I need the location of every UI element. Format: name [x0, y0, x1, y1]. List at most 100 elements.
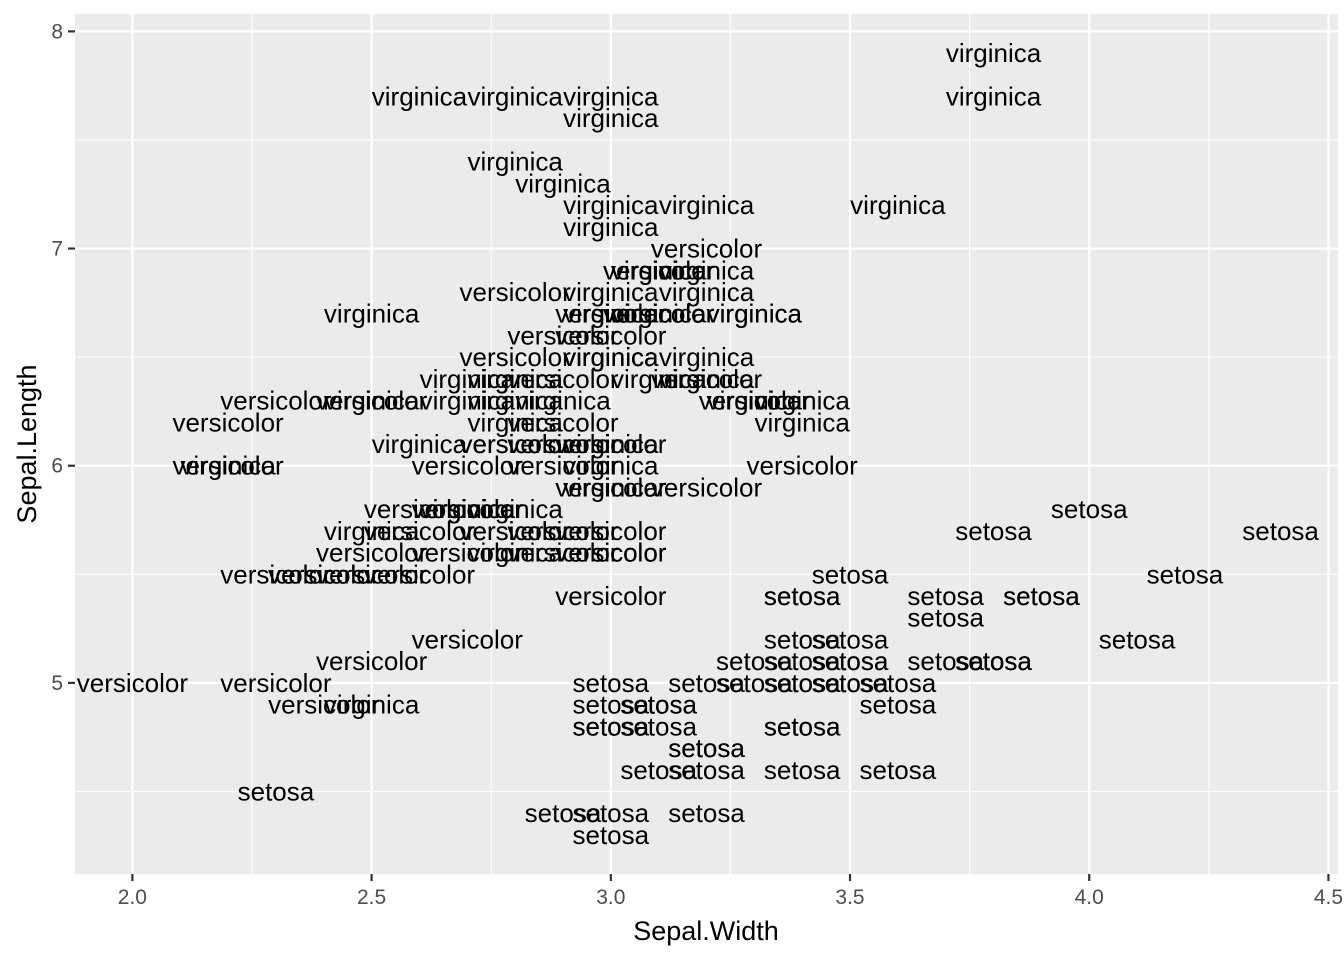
point-label-virginica: virginica: [324, 516, 420, 546]
point-label-virginica: virginica: [946, 38, 1042, 68]
axes: 2.0 2.5 3.0 3.5 4.0 4.5 5 6 7 8: [51, 20, 1343, 909]
point-label-virginica: virginica: [707, 386, 803, 416]
point-label-setosa: setosa: [955, 516, 1032, 546]
point-label-versicolor: versicolor: [507, 516, 619, 546]
point-label-virginica: virginica: [515, 168, 611, 198]
point-label-setosa: setosa: [907, 646, 984, 676]
point-label-versicolor: versicolor: [412, 494, 524, 524]
point-label-virginica: virginica: [420, 494, 516, 524]
point-label-virginica: virginica: [372, 429, 468, 459]
point-label-virginica: virginica: [324, 299, 420, 329]
point-label-setosa: setosa: [764, 668, 841, 698]
point-label-versicolor: versicolor: [507, 538, 619, 568]
point-label-virginica: virginica: [707, 299, 803, 329]
point-label-versicolor: versicolor: [747, 451, 859, 481]
point-label-versicolor: versicolor: [460, 516, 572, 546]
point-label-setosa: setosa: [668, 798, 745, 828]
point-label-virginica: virginica: [659, 342, 755, 372]
point-label-versicolor: versicolor: [268, 559, 380, 589]
point-label-virginica: virginica: [659, 277, 755, 307]
point-label-versicolor: versicolor: [555, 516, 667, 546]
point-label-versicolor: versicolor: [651, 364, 763, 394]
point-label-setosa: setosa: [1003, 581, 1080, 611]
point-label-versicolor: versicolor: [699, 386, 811, 416]
point-label-virginica: virginica: [563, 299, 659, 329]
point-label-virginica: virginica: [324, 386, 420, 416]
point-label-versicolor: versicolor: [603, 255, 715, 285]
point-label-virginica: virginica: [467, 386, 563, 416]
x-axis-title: Sepal.Width: [633, 916, 779, 946]
point-label-versicolor: versicolor: [412, 494, 524, 524]
point-label-setosa: setosa: [668, 733, 745, 763]
point-label-virginica: virginica: [754, 407, 850, 437]
point-label-versicolor: versicolor: [316, 559, 428, 589]
point-label-versicolor: versicolor: [268, 559, 380, 589]
point-label-versicolor: versicolor: [555, 472, 667, 502]
point-label-setosa: setosa: [620, 711, 697, 741]
point-label-setosa: setosa: [764, 711, 841, 741]
point-label-virginica: virginica: [180, 451, 276, 481]
point-label-versicolor: versicolor: [316, 538, 428, 568]
point-label-virginica: virginica: [563, 472, 659, 502]
y-tick-label: 5: [51, 672, 63, 695]
x-tick-label: 3.5: [835, 886, 864, 909]
point-label-virginica: virginica: [467, 147, 563, 177]
point-label-versicolor: versicolor: [460, 277, 572, 307]
point-label-setosa: setosa: [1147, 559, 1224, 589]
point-label-virginica: virginica: [467, 407, 563, 437]
text-labels-layer: setosasetosasetosasetosasetosasetosaseto…: [77, 38, 1320, 850]
point-label-virginica: virginica: [372, 82, 468, 112]
point-label-versicolor: versicolor: [460, 429, 572, 459]
point-label-setosa: setosa: [238, 776, 315, 806]
point-label-setosa: setosa: [860, 690, 937, 720]
point-label-virginica: virginica: [754, 386, 850, 416]
point-label-setosa: setosa: [812, 646, 889, 676]
point-label-virginica: virginica: [563, 212, 659, 242]
point-label-versicolor: versicolor: [507, 364, 619, 394]
point-label-versicolor: versicolor: [220, 668, 332, 698]
point-label-setosa: setosa: [812, 668, 889, 698]
plot-panel: [75, 14, 1338, 874]
point-label-versicolor: versicolor: [507, 407, 619, 437]
point-label-virginica: virginica: [611, 299, 707, 329]
point-label-versicolor: versicolor: [412, 538, 524, 568]
point-label-virginica: virginica: [563, 429, 659, 459]
point-label-versicolor: versicolor: [603, 299, 715, 329]
point-label-setosa: setosa: [620, 690, 697, 720]
point-label-versicolor: versicolor: [460, 342, 572, 372]
x-tick-label: 2.5: [357, 886, 386, 909]
point-label-setosa: setosa: [1242, 516, 1319, 546]
point-label-versicolor: versicolor: [412, 451, 524, 481]
point-label-setosa: setosa: [907, 581, 984, 611]
point-label-virginica: virginica: [467, 494, 563, 524]
point-label-virginica: virginica: [563, 103, 659, 133]
point-label-versicolor: versicolor: [555, 538, 667, 568]
point-label-versicolor: versicolor: [316, 646, 428, 676]
point-label-versicolor: versicolor: [651, 472, 763, 502]
point-label-versicolor: versicolor: [507, 320, 619, 350]
point-label-setosa: setosa: [1003, 581, 1080, 611]
point-label-setosa: setosa: [812, 559, 889, 589]
point-label-setosa: setosa: [573, 711, 650, 741]
point-label-virginica: virginica: [707, 299, 803, 329]
point-label-setosa: setosa: [764, 646, 841, 676]
point-label-versicolor: versicolor: [220, 386, 332, 416]
point-label-virginica: virginica: [467, 82, 563, 112]
point-label-setosa: setosa: [764, 755, 841, 785]
point-label-setosa: setosa: [812, 624, 889, 654]
point-label-setosa: setosa: [812, 668, 889, 698]
point-label-versicolor: versicolor: [555, 320, 667, 350]
point-label-setosa: setosa: [573, 820, 650, 850]
point-label-setosa: setosa: [1051, 494, 1128, 524]
point-label-virginica: virginica: [611, 255, 707, 285]
point-label-virginica: virginica: [467, 364, 563, 394]
point-label-virginica: virginica: [563, 277, 659, 307]
point-label-versicolor: versicolor: [555, 429, 667, 459]
point-label-virginica: virginica: [659, 190, 755, 220]
point-label-virginica: virginica: [467, 364, 563, 394]
x-tick-label: 4.5: [1314, 886, 1343, 909]
point-label-virginica: virginica: [659, 364, 755, 394]
point-label-virginica: virginica: [563, 342, 659, 372]
point-label-versicolor: versicolor: [77, 668, 189, 698]
point-label-versicolor: versicolor: [555, 581, 667, 611]
